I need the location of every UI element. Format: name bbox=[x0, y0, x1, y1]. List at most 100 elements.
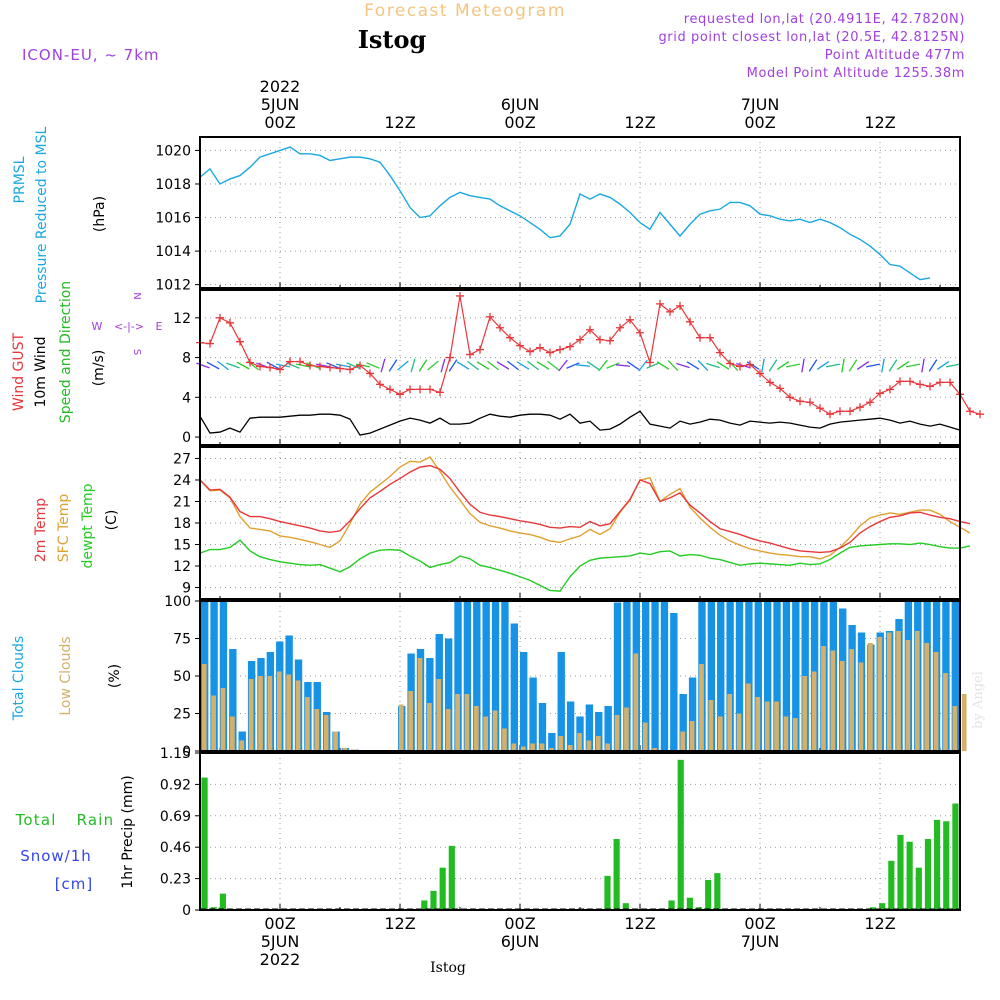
total-clouds-bar bbox=[623, 601, 631, 751]
wind-arrow bbox=[266, 361, 280, 370]
gust-marker bbox=[446, 353, 454, 362]
bottom-time-label: 00Z bbox=[264, 914, 295, 933]
total-clouds-bar bbox=[707, 601, 716, 751]
total-clouds-bar bbox=[670, 613, 678, 751]
low-clouds-bar bbox=[943, 673, 948, 751]
low-clouds-bar bbox=[896, 631, 901, 751]
gust-marker bbox=[976, 410, 984, 419]
rain-bar bbox=[714, 873, 721, 910]
low-clouds-bar bbox=[774, 701, 779, 751]
low-clouds-bar bbox=[633, 653, 639, 751]
gust-marker bbox=[656, 299, 664, 308]
gust-marker bbox=[736, 362, 744, 371]
gust-marker bbox=[336, 364, 344, 373]
gust-marker bbox=[326, 363, 334, 372]
wind10m-label: 10m Wind bbox=[33, 336, 49, 407]
low-clouds-bar bbox=[755, 697, 761, 751]
wind-arrow bbox=[206, 361, 220, 370]
wind-arrow bbox=[706, 362, 720, 369]
wind-arrow bbox=[388, 359, 398, 372]
gust-marker bbox=[226, 318, 234, 327]
low-clouds-bar bbox=[652, 748, 657, 751]
watermark: by Angel bbox=[971, 671, 986, 729]
panel-frame bbox=[199, 289, 961, 446]
wind-arrow bbox=[896, 361, 910, 371]
low-clouds-bar bbox=[717, 716, 723, 751]
rain-bar bbox=[219, 893, 226, 910]
rain-bar bbox=[934, 819, 941, 910]
low-clouds-bar bbox=[492, 710, 498, 751]
panel-frame bbox=[199, 446, 961, 600]
wind-arrow bbox=[496, 361, 510, 370]
gust-marker bbox=[346, 365, 354, 374]
low-clouds-bar bbox=[417, 658, 423, 751]
wind-arrow bbox=[888, 359, 898, 372]
rain-bar bbox=[705, 879, 712, 910]
gust-marker bbox=[286, 357, 294, 366]
gust-marker bbox=[826, 410, 834, 419]
wind-arrow bbox=[638, 359, 648, 372]
low-clouds-bar bbox=[502, 728, 507, 751]
top-time-label: 00Z bbox=[264, 113, 295, 132]
y-tick-label: 0 bbox=[182, 744, 191, 760]
low-clouds-bar bbox=[323, 715, 329, 751]
total-clouds-bar bbox=[641, 601, 650, 751]
gust-marker bbox=[856, 403, 864, 412]
wind-arrow bbox=[848, 359, 858, 372]
low-clouds-bar bbox=[680, 731, 686, 751]
low-clouds-bar bbox=[520, 746, 526, 751]
wind-arrow bbox=[586, 361, 600, 371]
snow-unit-label: [cm] bbox=[55, 875, 94, 893]
wind-arrow bbox=[906, 363, 920, 368]
wind-arrow bbox=[440, 358, 446, 373]
low-clouds-bar bbox=[905, 640, 911, 751]
wind-speed-line bbox=[199, 410, 961, 436]
y-tick-label: 0 bbox=[182, 430, 191, 446]
gust-marker bbox=[506, 333, 514, 342]
gust-marker bbox=[666, 307, 674, 316]
low-clouds-bar bbox=[511, 743, 517, 751]
gust-marker bbox=[436, 388, 444, 397]
low-clouds-bar bbox=[577, 733, 582, 751]
gust-marker bbox=[816, 404, 824, 413]
low-clouds-bar bbox=[595, 736, 601, 751]
rain-bar bbox=[677, 759, 684, 910]
rain-bar bbox=[879, 903, 886, 910]
temperature-panel: 27 24 21 18 15 12 9 bbox=[173, 446, 971, 600]
gust-marker bbox=[756, 369, 764, 378]
wind-arrow bbox=[217, 360, 229, 371]
wind-arrow bbox=[808, 359, 818, 372]
y-tick-label: 21 bbox=[173, 494, 191, 510]
compass-east: E bbox=[156, 320, 163, 333]
y-tick-label: 100 bbox=[164, 594, 191, 610]
wind-arrow bbox=[467, 360, 479, 371]
bottom-time-label: 5JUN bbox=[261, 932, 300, 951]
total-clouds-bar bbox=[491, 601, 500, 751]
wind-arrow bbox=[366, 362, 380, 369]
rain-bar bbox=[613, 839, 620, 910]
dewpt-label: dewpt Temp bbox=[80, 483, 96, 568]
top-time-label: 6JUN bbox=[501, 95, 540, 114]
gust-marker bbox=[606, 336, 614, 345]
wind-arrow bbox=[946, 363, 960, 368]
snow-label: Snow/1h bbox=[20, 847, 92, 865]
grid-point-coords: grid point closest lon,lat (20.5E, 42.81… bbox=[658, 30, 965, 45]
clouds-unit: (%) bbox=[107, 664, 123, 688]
wind-arrow bbox=[236, 361, 250, 370]
total-clouds-bar bbox=[679, 694, 687, 751]
rain-bar bbox=[924, 839, 932, 910]
gust-marker bbox=[886, 385, 894, 394]
chart-title: Forecast Meteogram bbox=[364, 1, 566, 21]
total-clouds-bar bbox=[557, 652, 565, 751]
sfc-temp-label: SFC Temp bbox=[56, 494, 72, 563]
total-clouds-bar bbox=[688, 677, 697, 751]
y-tick-label: 1018 bbox=[155, 177, 191, 193]
gust-marker bbox=[846, 407, 854, 416]
y-tick-label: 0.69 bbox=[160, 809, 191, 825]
gust-marker bbox=[866, 398, 874, 407]
bottom-time-label: 2022 bbox=[260, 950, 301, 969]
bottom-time-label: 12Z bbox=[624, 914, 655, 933]
total-clouds-bar bbox=[754, 601, 762, 751]
wind-arrow bbox=[786, 363, 800, 368]
pressure-panel: 1020 1018 1016 1014 1012 bbox=[155, 136, 961, 294]
